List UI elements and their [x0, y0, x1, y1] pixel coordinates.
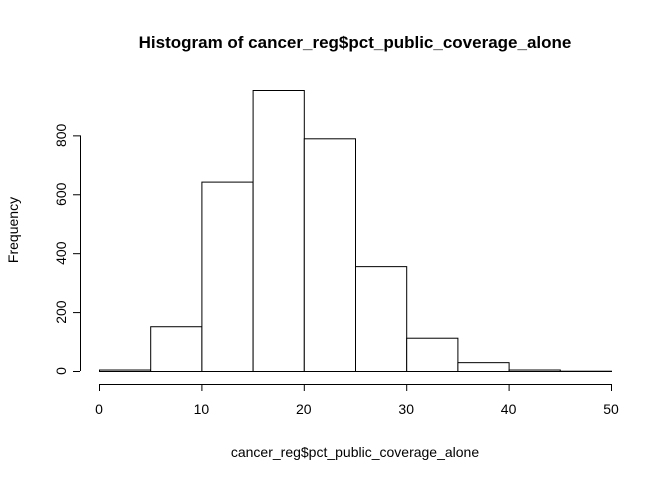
histogram-bar	[508, 369, 561, 372]
y-axis: 0 200 400 600 800	[53, 123, 81, 375]
y-axis-label: Frequency	[5, 197, 21, 263]
y-tick-label: 0	[53, 367, 69, 375]
x-tick-label: 20	[296, 401, 312, 417]
y-tick-label: 400	[53, 241, 69, 265]
x-tick-label: 30	[398, 401, 414, 417]
histogram-bar	[303, 138, 356, 372]
x-tick-label: 50	[603, 401, 619, 417]
chart-title: Histogram of cancer_reg$pct_public_cover…	[139, 33, 572, 52]
histogram-bar	[201, 181, 254, 372]
histogram-bar	[150, 326, 203, 373]
bars-group	[99, 90, 612, 373]
histogram-bar	[406, 337, 459, 373]
y-tick-label: 600	[53, 182, 69, 206]
y-tick-label: 800	[53, 123, 69, 147]
histogram-bar	[457, 362, 510, 372]
y-tick-label: 200	[53, 300, 69, 324]
histogram-bar	[252, 90, 305, 372]
histogram-bar	[355, 266, 408, 373]
histogram-bar	[99, 369, 152, 372]
x-tick-label: 40	[501, 401, 517, 417]
x-tick-label: 10	[194, 401, 210, 417]
x-axis-label: cancer_reg$pct_public_coverage_alone	[231, 444, 480, 460]
x-axis: 0 10 20 30 40 50	[95, 384, 619, 417]
x-tick-label: 0	[95, 401, 103, 417]
